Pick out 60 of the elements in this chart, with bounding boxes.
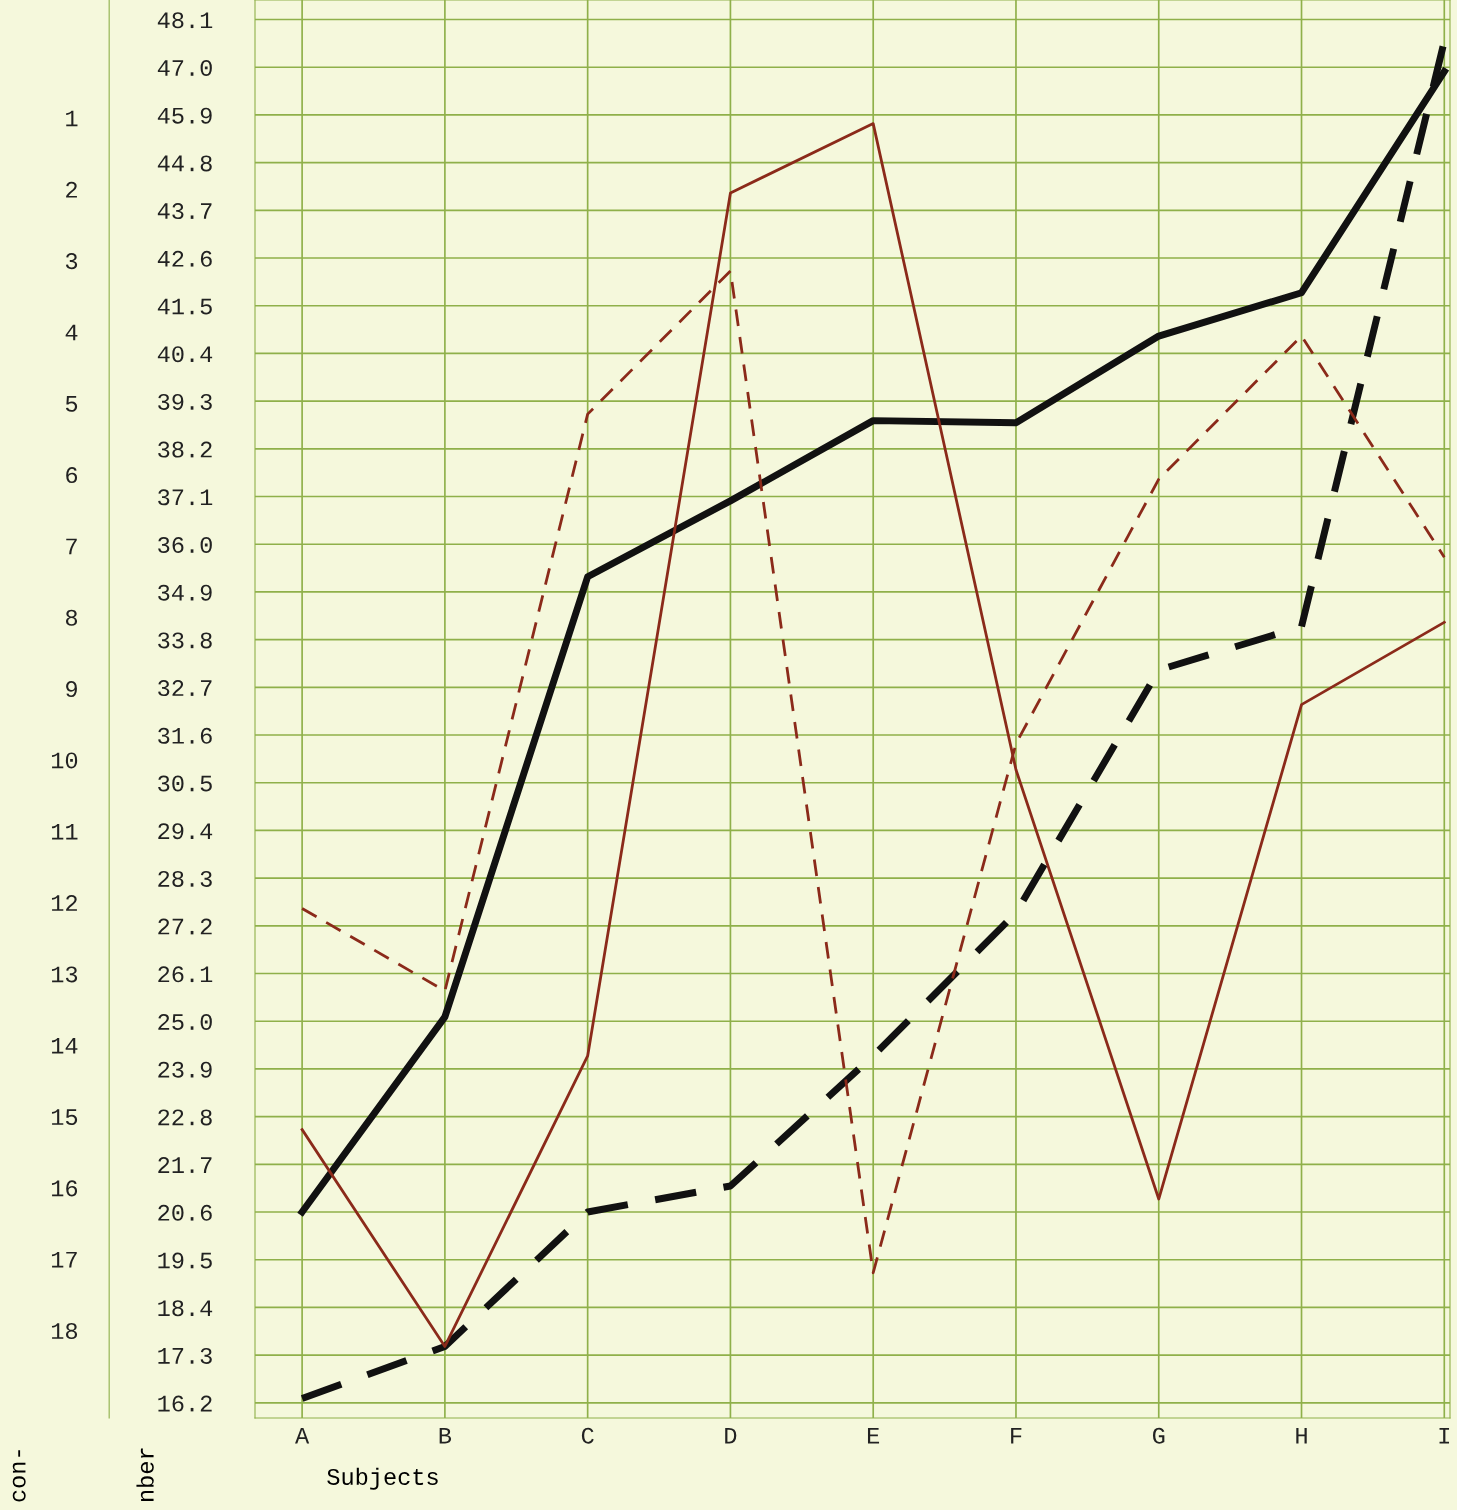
y-tick-label: 36.0 [158, 536, 212, 553]
y-tick-label: 32.7 [158, 680, 212, 697]
y-axis-title: nber [136, 1448, 154, 1501]
y-tick-label: 40.4 [157, 346, 213, 363]
y-tick-label: 38.2 [158, 441, 212, 458]
y-tick-label: 45.9 [157, 107, 212, 124]
y-tick-label: 20.6 [158, 1204, 212, 1221]
y-tick-label: 17.3 [158, 1347, 212, 1364]
y2-axis-title: con- [12, 1450, 26, 1502]
x-tick-label: D [725, 1427, 737, 1444]
y2-tick-label: 11 [51, 823, 78, 840]
y2-tick-label: 8 [65, 609, 78, 626]
y-tick-label: 27.2 [158, 918, 212, 935]
y2-tick-label: 12 [51, 895, 77, 911]
y2-tick-label: 13 [51, 966, 78, 983]
y-tick-label: 33.8 [158, 632, 212, 649]
y2-tick-label: 9 [66, 681, 77, 698]
x-tick-label: F [1011, 1427, 1022, 1444]
x-tick-label: I [1439, 1427, 1450, 1444]
y2-tick-label: 7 [66, 538, 77, 555]
y-tick-label: 39.3 [158, 393, 212, 410]
y2-tick-label: 15 [51, 1109, 78, 1126]
y-tick-label: 29.4 [158, 823, 213, 840]
x-tick-label: H [1296, 1427, 1307, 1444]
y2-tick-label: 1 [66, 110, 78, 127]
y2-tick-label: 14 [51, 1037, 78, 1054]
y-tick-label: 41.5 [157, 298, 212, 315]
x-tick-label: B [439, 1427, 452, 1444]
x-tick-label: A [295, 1427, 310, 1444]
x-tick-label: E [867, 1427, 880, 1444]
y-tick-label: 22.8 [158, 1109, 212, 1126]
x-tick-label: C [581, 1427, 594, 1444]
y2-tick-label: 2 [66, 181, 77, 198]
y-tick-label: 19.5 [158, 1252, 212, 1269]
y-tick-label: 48.1 [157, 12, 213, 29]
x-tick-label: G [1152, 1427, 1165, 1444]
y-tick-label: 21.7 [158, 1157, 212, 1173]
y2-tick-label: 18 [51, 1323, 78, 1340]
y-tick-label: 26.1 [158, 966, 213, 983]
y2-tick-label: 3 [65, 253, 78, 270]
y2-tick-label: 4 [65, 324, 78, 341]
x-axis-title: Subjects [327, 1467, 438, 1490]
y2-tick-label: 10 [51, 752, 78, 769]
y-tick-label: 43.7 [157, 203, 212, 220]
y-tick-label: 16.2 [158, 1395, 212, 1412]
y-tick-label: 37.1 [158, 489, 213, 506]
y-tick-label: 25.0 [158, 1013, 212, 1031]
y2-tick-label: 5 [65, 396, 78, 412]
y-tick-label: 23.9 [158, 1061, 212, 1078]
y-tick-label: 34.9 [158, 584, 212, 601]
y-tick-label: 44.8 [157, 155, 212, 172]
y2-tick-label: 16 [51, 1180, 78, 1197]
y-tick-label: 47.0 [157, 59, 212, 76]
y2-tick-label: 6 [66, 467, 78, 484]
y-tick-label: 31.6 [158, 727, 212, 744]
y-tick-label: 18.4 [158, 1300, 213, 1317]
y2-tick-label: 17 [51, 1251, 77, 1268]
y-tick-label: 28.3 [158, 870, 212, 887]
y-tick-label: 30.5 [158, 775, 212, 792]
y-tick-label: 42.6 [157, 250, 212, 267]
